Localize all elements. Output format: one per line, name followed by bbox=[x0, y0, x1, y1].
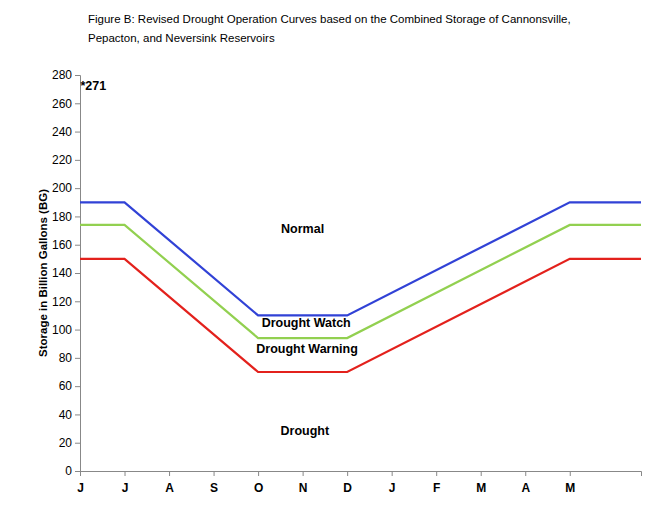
lines bbox=[80, 202, 641, 372]
x-tick: S bbox=[210, 471, 218, 495]
x-tick-label: M bbox=[565, 481, 575, 495]
x-tick: F bbox=[433, 471, 440, 495]
x-tick-label: J bbox=[389, 481, 396, 495]
x-tick-label: O bbox=[254, 481, 263, 495]
x-tick-label: F bbox=[433, 481, 440, 495]
x-tick: J bbox=[122, 471, 129, 495]
y-tick: 260 bbox=[52, 97, 80, 111]
y-tick-label: 120 bbox=[52, 295, 72, 309]
series-line bbox=[80, 225, 641, 338]
y-tick-mark bbox=[75, 160, 80, 161]
x-tick-mark bbox=[80, 471, 81, 476]
y-tick: 240 bbox=[52, 125, 80, 139]
y-tick-mark bbox=[75, 301, 80, 302]
y-tick-mark bbox=[75, 245, 80, 246]
plot: 0 20 40 60 80 100 120 140 160 180 200 220 240 260 280 J… bbox=[52, 68, 642, 495]
y-axis-title: Storage in Billion Gallons (BG) bbox=[37, 189, 49, 357]
x-tick: J bbox=[389, 471, 396, 495]
x-tick: A bbox=[165, 471, 174, 495]
x-tick: D bbox=[343, 471, 352, 495]
y-tick: 120 bbox=[52, 295, 80, 309]
y-tick-mark bbox=[75, 443, 80, 444]
y-tick-label: 40 bbox=[59, 408, 73, 422]
title: Pepacton, and Neversink Reservoirs bbox=[88, 32, 275, 44]
x-tick-label: A bbox=[521, 481, 530, 495]
x-tick-mark bbox=[436, 471, 437, 476]
y-tick-label: 260 bbox=[52, 97, 72, 111]
x-tick-mark bbox=[525, 471, 526, 476]
x-tick-mark bbox=[303, 471, 304, 476]
y-tick: 40 bbox=[59, 408, 80, 422]
annotation: Drought Watch bbox=[262, 316, 351, 330]
y-tick-mark bbox=[75, 103, 80, 104]
y-tick: 60 bbox=[59, 379, 80, 393]
y-tick-mark bbox=[75, 216, 80, 217]
y-tick: 200 bbox=[52, 181, 80, 195]
annotation: Drought bbox=[281, 424, 330, 438]
y-tick-mark bbox=[75, 471, 80, 472]
chart: Figure B: Revised Drought Operation Curv… bbox=[0, 0, 650, 517]
y-tick-mark bbox=[75, 75, 80, 76]
y-tick-label: 100 bbox=[52, 323, 72, 337]
y-tick-label: 280 bbox=[52, 68, 72, 82]
y-tick-mark bbox=[75, 386, 80, 387]
x-tick-mark bbox=[125, 471, 126, 476]
y-tick-mark bbox=[75, 358, 80, 359]
x-tick-label: D bbox=[343, 481, 352, 495]
y-tick-label: 0 bbox=[65, 464, 72, 478]
x-axis: JJASONDJFMAM bbox=[77, 471, 641, 495]
x-tick-mark bbox=[570, 471, 571, 476]
y-tick: 100 bbox=[52, 323, 80, 337]
title: Figure B: Revised Drought Operation Curv… bbox=[88, 13, 571, 25]
x-tick-label: J bbox=[77, 481, 84, 495]
y-tick-label: 220 bbox=[52, 153, 72, 167]
y-tick-label: 140 bbox=[52, 266, 72, 280]
y-tick-label: 60 bbox=[59, 379, 73, 393]
y-tick-label: 200 bbox=[52, 181, 72, 195]
y-tick: 140 bbox=[52, 266, 80, 280]
y-tick-label: 160 bbox=[52, 238, 72, 252]
x-tick-label: N bbox=[299, 481, 308, 495]
y-tick-mark bbox=[75, 188, 80, 189]
x-tick: M bbox=[565, 471, 575, 495]
x-tick-mark bbox=[347, 471, 348, 476]
y-tick-label: 180 bbox=[52, 210, 72, 224]
annotation: *271 bbox=[80, 79, 106, 93]
y-tick-label: 240 bbox=[52, 125, 72, 139]
x-tick-mark bbox=[214, 471, 215, 476]
y-tick: 80 bbox=[59, 351, 80, 365]
x-tick-mark bbox=[169, 471, 170, 476]
x-tick-label: S bbox=[210, 481, 218, 495]
x-tick: N bbox=[299, 471, 308, 495]
y-tick: 0 bbox=[65, 464, 80, 478]
x-tick-mark bbox=[481, 471, 482, 476]
y-tick-label: 20 bbox=[59, 436, 73, 450]
annotation: Normal bbox=[281, 222, 324, 236]
x-tick-mark bbox=[258, 471, 259, 476]
y-tick: 20 bbox=[59, 436, 80, 450]
y-tick: 280 bbox=[52, 68, 80, 82]
series-line bbox=[80, 259, 641, 372]
y-tick-mark bbox=[75, 330, 80, 331]
x-axis-line bbox=[81, 472, 642, 477]
y-tick-mark bbox=[75, 414, 80, 415]
x-tick-mark bbox=[392, 471, 393, 476]
x-tick: M bbox=[476, 471, 486, 495]
y-axis: 0 20 40 60 80 100 120 140 160 180 200 220 240 260 280 bbox=[52, 68, 81, 478]
y-tick-label: 80 bbox=[59, 351, 73, 365]
y-axis-line bbox=[75, 76, 81, 472]
x-tick: A bbox=[521, 471, 530, 495]
y-tick: 220 bbox=[52, 153, 80, 167]
x-tick-label: M bbox=[476, 481, 486, 495]
x-tick-label: J bbox=[122, 481, 129, 495]
y-tick-mark bbox=[75, 273, 80, 274]
x-tick: J bbox=[77, 471, 84, 495]
y-tick: 160 bbox=[52, 238, 80, 252]
annotation: Drought Warning bbox=[256, 342, 358, 356]
y-tick-mark bbox=[75, 132, 80, 133]
x-tick: O bbox=[254, 471, 263, 495]
x-tick-label: A bbox=[165, 481, 174, 495]
y-tick: 180 bbox=[52, 210, 80, 224]
